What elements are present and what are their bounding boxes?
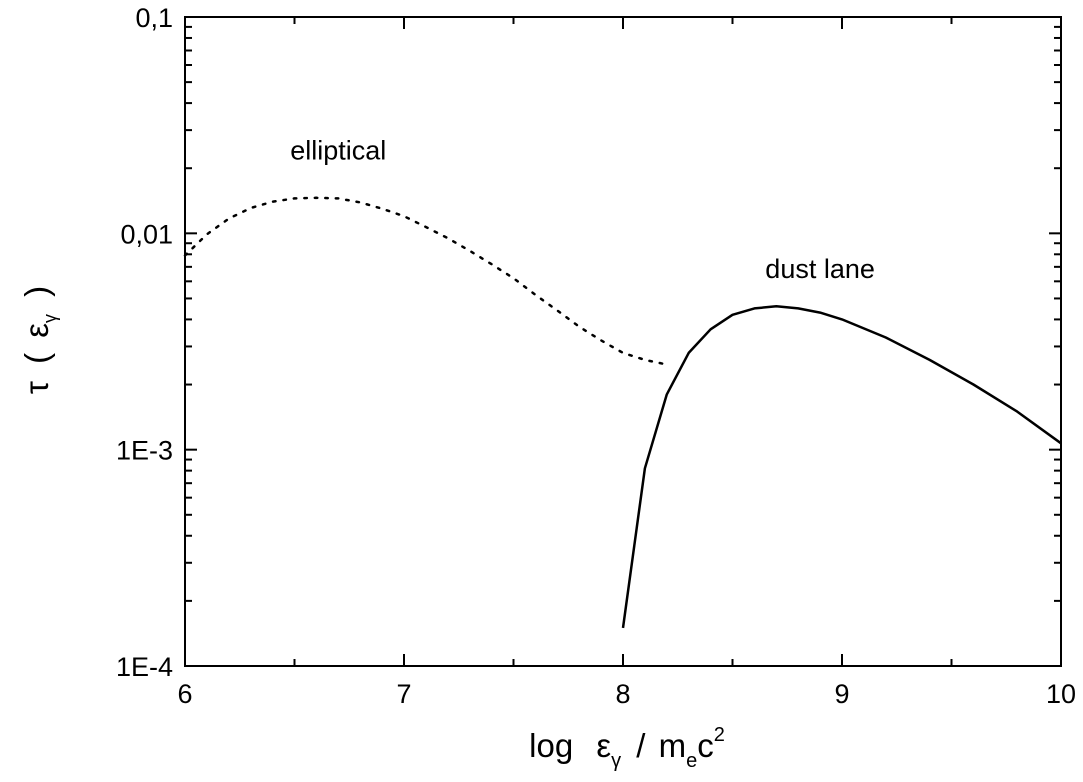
x-tick-label: 9	[834, 679, 849, 709]
plot-frame	[184, 16, 1062, 667]
plot-area	[184, 16, 1062, 667]
elliptical-series-line	[183, 196, 664, 365]
y-tick-label: 0,01	[120, 219, 173, 249]
x-tick-label: 6	[177, 679, 192, 709]
y-axis-ticks: 1E-4 1E-3 0,01 0,1	[116, 3, 1061, 682]
x-axis-label: log εγ / mec2	[529, 724, 725, 774]
series-layer	[183, 196, 1062, 629]
x-tick-label: 10	[1046, 679, 1076, 709]
dust-lane-annotation: dust lane	[765, 254, 875, 284]
x-axis-ticks: 6 7 8 9 10	[177, 17, 1076, 709]
annotations: elliptical dust lane	[290, 135, 875, 284]
x-tick-label: 7	[396, 679, 411, 709]
elliptical-annotation: elliptical	[290, 135, 386, 165]
dust-lane-series-line	[621, 305, 1062, 629]
x-tick-label: 8	[615, 679, 630, 709]
y-tick-label: 1E-4	[116, 652, 173, 682]
y-axis-label: τ ( εγ )	[18, 286, 63, 394]
y-tick-label: 1E-3	[116, 436, 173, 466]
y-tick-label: 0,1	[135, 3, 173, 33]
